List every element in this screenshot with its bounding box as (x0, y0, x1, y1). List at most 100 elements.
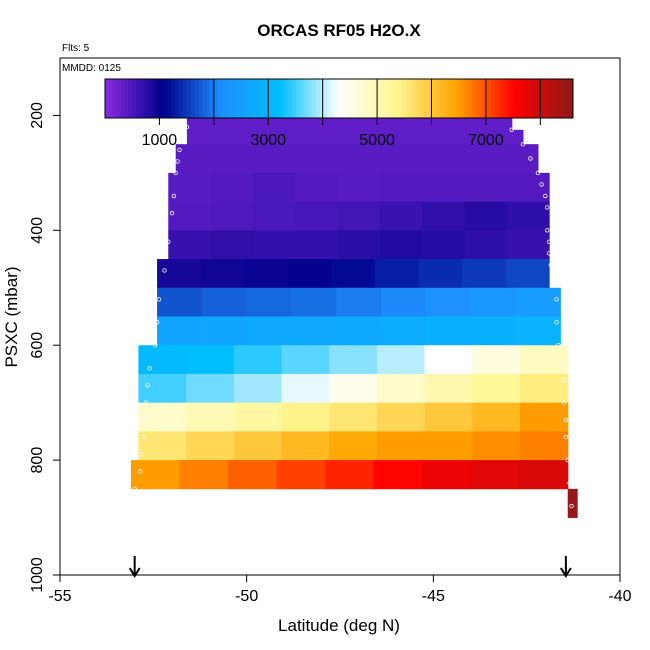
heatmap-cell (470, 460, 520, 490)
flight-track-point (561, 400, 567, 405)
flight-track-point (177, 147, 182, 153)
heatmap-cell (376, 345, 426, 375)
x-axis-label: Latitude (deg N) (278, 616, 400, 635)
colorbar-segment (280, 79, 285, 118)
heatmap-cell (246, 316, 293, 346)
heatmap-cell (376, 431, 426, 461)
colorbar-segment (514, 79, 519, 118)
heatmap-cell (422, 460, 472, 490)
colorbar-segment (479, 79, 484, 118)
plot-frame (59, 57, 621, 576)
heatmap-cell (186, 115, 224, 131)
y-axis-label: PSXC (mbar) (2, 266, 21, 367)
colorbar-segment (241, 79, 246, 118)
heatmap-cell (422, 201, 466, 231)
colorbar-segment (366, 79, 371, 118)
heatmap-cell (376, 144, 418, 174)
colorbar-segment (253, 79, 258, 118)
heatmap-cell (520, 402, 569, 432)
colorbar-segment (319, 79, 324, 118)
heatmap-cell (470, 287, 517, 317)
heatmap-cell (201, 316, 248, 346)
colorbar-segment (202, 79, 207, 118)
heatmap-cell (506, 172, 550, 203)
flight-track-point (139, 452, 145, 457)
heatmap-cell (424, 402, 473, 432)
flight-track-point (171, 193, 177, 199)
heatmap-cell (210, 201, 254, 231)
colorbar-segment (300, 79, 305, 118)
colorbar-segment (420, 79, 426, 118)
heatmap-cell (381, 287, 427, 317)
colorbar-tick-label: 1000 (142, 132, 178, 149)
x-tick-label: -55 (48, 588, 71, 605)
flight-track-point (143, 400, 149, 405)
colorbar-segment (518, 79, 523, 118)
heatmap-cell (367, 115, 405, 131)
flight-track-point (556, 343, 561, 348)
flight-track-point (141, 417, 147, 423)
heatmap-cell (374, 259, 419, 289)
flight-track-point (138, 469, 143, 474)
heatmap-cell (439, 115, 477, 131)
colorbar-segment (452, 79, 457, 118)
heatmap-cell (464, 201, 508, 231)
heatmap-cell (424, 431, 473, 461)
colorbar-segment (424, 79, 430, 118)
colorbar-segment (475, 79, 480, 118)
heatmap-cell (373, 129, 412, 145)
heatmap-cell (336, 316, 382, 346)
flight-track-point (545, 228, 550, 233)
heatmap-cell (376, 402, 426, 432)
colorbar-segment (362, 79, 367, 118)
flight-track-point (535, 170, 541, 176)
colorbar-segment (342, 79, 348, 118)
colorbar-segment (569, 79, 574, 118)
colorbar-segment (155, 79, 161, 118)
heatmap-cell (256, 144, 298, 174)
heatmap-cell (233, 345, 283, 375)
heatmap-cell (295, 201, 339, 231)
heatmap-cell (287, 259, 332, 289)
heatmap-cell (418, 259, 463, 289)
heatmap-cell (464, 172, 508, 203)
heatmap-cell (138, 373, 187, 404)
colorbar-segment (183, 79, 188, 118)
colorbar-segment (506, 79, 512, 118)
flights-label: Flts: 5 (62, 43, 90, 54)
flight-track-point (554, 297, 559, 302)
colorbar-segment (140, 79, 145, 118)
colorbar-segment (413, 79, 418, 118)
heatmap-cell (295, 230, 339, 260)
heatmap-cell (329, 373, 378, 404)
heatmap-cell (331, 259, 376, 289)
y-tick-label: 600 (29, 332, 46, 359)
colorbar-segment (245, 79, 250, 118)
colorbar-segment (565, 79, 570, 118)
flight-track-point (550, 274, 555, 279)
colorbar-segment (323, 79, 328, 118)
colorbar-segment (331, 79, 336, 118)
flight-track-point (543, 193, 548, 199)
heatmap-cell (233, 431, 283, 461)
heatmap-cell (515, 316, 561, 346)
colorbar-segment (186, 79, 192, 118)
colorbar-segment (198, 79, 203, 118)
colorbar-segment (214, 79, 219, 118)
flight-track-point (145, 383, 150, 388)
colorbar-segment (389, 79, 395, 118)
heatmap-cell (138, 431, 187, 461)
heatmap-cell (175, 144, 217, 174)
colorbar-segment (487, 79, 492, 118)
heatmap-cell (425, 316, 472, 346)
colorbar-segment (276, 79, 281, 118)
colorbar-segment (151, 79, 157, 118)
colorbar-tick-label: 7000 (468, 132, 504, 149)
flight-track-point (563, 417, 569, 423)
colorbar-segment (307, 79, 313, 118)
colorbar-segment (502, 79, 508, 118)
colorbar-segment (175, 79, 180, 118)
heatmap-cell (281, 373, 330, 404)
heatmap-cell (224, 129, 263, 145)
